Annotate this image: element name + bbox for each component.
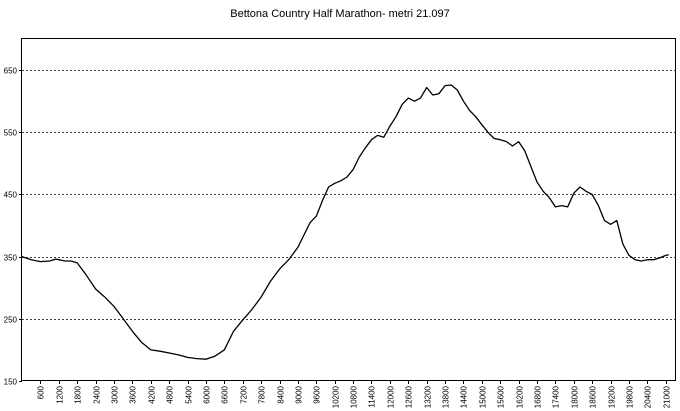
x-tick-label-10200: 10200	[332, 385, 341, 408]
x-tick-label-16800: 16800	[534, 385, 543, 408]
x-tick-label-3000: 3000	[111, 385, 120, 403]
x-tick-label-7200: 7200	[240, 385, 249, 403]
x-tick-label-15600: 15600	[497, 385, 506, 408]
x-tick-label-19200: 19200	[608, 385, 617, 408]
y-axis: 150 250 350 450 550 650	[4, 67, 22, 387]
x-tick-label-7800: 7800	[258, 385, 267, 403]
x-tick-label-13200: 13200	[424, 385, 433, 408]
x-tick-label-3600: 3600	[129, 385, 138, 403]
x-tick-label-6600: 6600	[221, 385, 230, 403]
x-tick-label-10800: 10800	[350, 385, 359, 408]
grid-lines	[22, 70, 675, 320]
series-layer	[21, 84, 669, 360]
y-tick-label-650: 650	[4, 67, 18, 76]
x-tick-label-1800: 1800	[74, 385, 83, 403]
y-tick-label-550: 550	[4, 129, 18, 138]
y-tick-label-450: 450	[4, 191, 18, 200]
x-tick-label-4800: 4800	[166, 385, 175, 403]
series-line-0	[21, 84, 669, 360]
x-tick-label-14400: 14400	[460, 385, 469, 408]
x-tick-label-2400: 2400	[93, 385, 102, 403]
x-tick-label-16200: 16200	[516, 385, 525, 408]
x-tick-label-19800: 19800	[626, 385, 635, 408]
x-tick-label-6000: 6000	[203, 385, 212, 403]
y-tick-label-250: 250	[4, 316, 18, 325]
x-tick-label-13800: 13800	[442, 385, 451, 408]
y-tick-label-150: 150	[4, 378, 18, 387]
x-tick-label-9600: 9600	[313, 385, 322, 403]
x-tick-label-18600: 18600	[589, 385, 598, 408]
x-tick-label-21000: 21000	[663, 385, 672, 408]
x-tick-label-4200: 4200	[148, 385, 157, 403]
plot-area	[21, 38, 676, 381]
x-tick-label-600: 600	[37, 385, 46, 399]
x-tick-label-11400: 11400	[368, 385, 377, 407]
x-tick-label-5400: 5400	[185, 385, 194, 403]
x-tick-label-1200: 1200	[56, 385, 65, 403]
x-tick-label-18000: 18000	[571, 385, 580, 408]
x-tick-label-17400: 17400	[552, 385, 561, 408]
x-tick-label-15000: 15000	[479, 385, 488, 408]
y-tick-label-350: 350	[4, 254, 18, 263]
x-tick-label-8400: 8400	[277, 385, 286, 403]
x-tick-label-12000: 12000	[387, 385, 396, 408]
chart-title: Bettona Country Half Marathon- metri 21.…	[230, 8, 450, 20]
x-tick-label-9000: 9000	[295, 385, 304, 403]
x-axis: 600 1200 1800 2400 3000 3600 4200 4800 5400 6000 6…	[37, 381, 672, 408]
x-tick-label-12600: 12600	[405, 385, 414, 408]
x-tick-label-20400: 20400	[644, 385, 653, 408]
